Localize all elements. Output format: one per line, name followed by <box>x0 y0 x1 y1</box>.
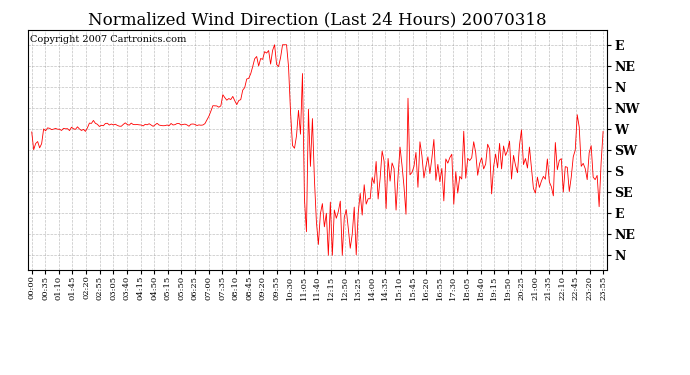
Title: Normalized Wind Direction (Last 24 Hours) 20070318: Normalized Wind Direction (Last 24 Hours… <box>88 12 546 28</box>
Text: Copyright 2007 Cartronics.com: Copyright 2007 Cartronics.com <box>30 35 187 44</box>
